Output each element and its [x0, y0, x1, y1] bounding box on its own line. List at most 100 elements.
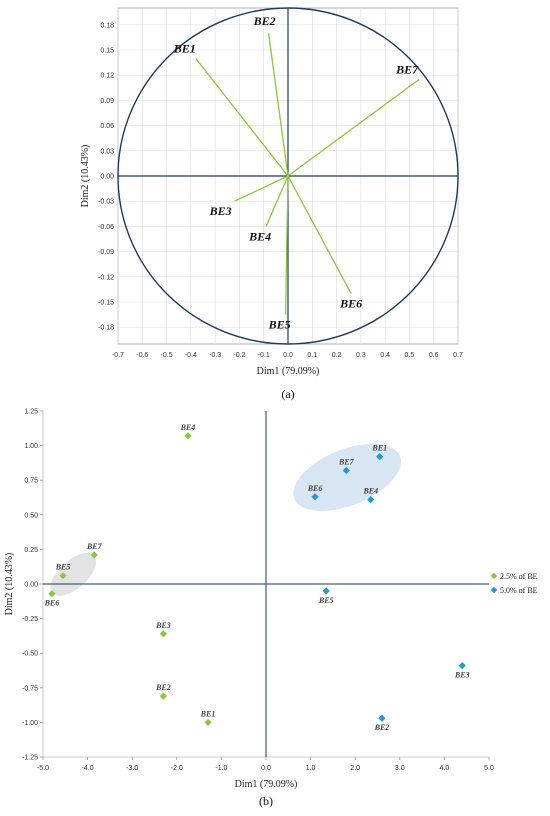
panel-b-x-tick-label: 3.0 [395, 765, 405, 772]
panel-a-x-tick-label: 0.7 [453, 352, 463, 359]
data-point-label: BE5 [55, 563, 71, 572]
panel-a-x-tick-label: 0.1 [307, 352, 317, 359]
panel-b-y-tick-label: -1.00 [22, 720, 38, 727]
panel-b-points: BE4 BE7 BE5 BE6 BE3 BE2 BE1 BE1 BE7 BE6 BE4 BE5 BE3 B… [44, 423, 470, 732]
group-ellipse-2-5-percent [50, 552, 97, 596]
panel-b-y-tick-label: 0.75 [24, 478, 38, 485]
data-point-5-0 [378, 714, 386, 722]
panel-a-y-tick-label: -0.18 [98, 325, 114, 332]
loading-vector-label: BE5 [268, 318, 291, 332]
panel-a-x-tick-label: -0.1 [258, 352, 270, 359]
data-point-label: BE6 [307, 484, 323, 493]
panel-a-y-axis-label: Dim2 (10.43%) [80, 145, 91, 208]
panel-a-x-tick-label: 0.2 [332, 352, 342, 359]
panel-a-y-tick-label: -0.12 [98, 274, 114, 281]
legend-label: 5.0% of BE [500, 586, 538, 595]
panel-b-x-axis-label: Dim1 (79.09%) [235, 779, 298, 790]
panel-b-x-tick-label: 0.0 [261, 765, 271, 772]
data-point-label: BE4 [362, 487, 378, 496]
data-point-2-5 [48, 590, 56, 598]
data-point-5-0 [311, 493, 319, 501]
panel-a-y-tick-label: 0.00 [100, 174, 114, 181]
panel-b-y-tick-label: -1.25 [22, 755, 38, 762]
panel-b-y-tick-label: -0.50 [22, 651, 38, 658]
data-point-2-5 [184, 432, 192, 440]
data-point-2-5 [59, 572, 67, 580]
loading-vector-label: BE3 [209, 204, 232, 218]
panel-a-y-tick-label: 0.03 [100, 148, 114, 155]
panel-a-x-tick-label: -0.5 [161, 352, 173, 359]
panel-b-y-tick-label: 1.25 [24, 409, 38, 416]
loading-vector [195, 57, 289, 177]
data-point-2-5 [159, 692, 168, 700]
data-point-label: BE4 [180, 423, 196, 432]
data-point-5-0 [322, 587, 330, 595]
panel-b-x-tick-label: 5.0 [484, 765, 494, 772]
data-point-label: BE6 [44, 599, 60, 608]
loading-vector [265, 175, 289, 227]
panel-b-x-tick-label: 1.0 [306, 765, 316, 772]
panel-a-x-tick-label: 0.3 [356, 352, 366, 359]
panel-a-y-tick-label: 0.12 [100, 73, 114, 80]
panel-a-x-tick-label: -0.4 [185, 352, 197, 359]
panel-a-y-tick-label: 0.18 [100, 22, 114, 29]
data-point-label: BE3 [155, 621, 171, 630]
data-point-5-0 [367, 495, 375, 504]
panel-b-group-ellipses [50, 443, 402, 596]
panel-a-y-tick-label: 0.06 [100, 123, 114, 130]
loading-vector [284, 175, 289, 315]
panel-a-x-tick-label: 0.5 [405, 352, 415, 359]
data-point-5-0 [458, 662, 466, 670]
data-point-label: BE3 [454, 671, 470, 680]
panel-a-y-tick-label: -0.03 [98, 199, 114, 206]
panel-b-y-tick-label: -0.25 [22, 616, 38, 623]
panel-b-tick-labels: -5.0 -4.0 -3.0 -2.0 -1.0 0.0 1.0 2.0 3.0 4.0 5.0 1.… [22, 409, 494, 773]
panel-a-y-tick-label: -0.06 [98, 224, 114, 231]
legend-label: 2.5% of BE [500, 572, 538, 581]
group-ellipse-5-percent [293, 443, 402, 512]
data-point-label: BE1 [200, 709, 216, 718]
panel-b-caption: (b) [259, 794, 273, 808]
panel-b-y-axis-label: Dim2 (10.43%) [4, 553, 15, 616]
data-point-label: BE2 [374, 723, 390, 732]
panel-b-scores-plot: BE4 BE7 BE5 BE6 BE3 BE2 BE1 BE1 BE7 BE6 BE4 BE5 BE3 B… [4, 409, 538, 809]
loading-vector-label: BE1 [173, 41, 196, 55]
data-point-label: BE5 [318, 596, 334, 605]
panel-a-y-tick-label: 0.09 [100, 98, 114, 105]
data-point-label: BE7 [86, 542, 103, 551]
loading-vector-label: BE7 [395, 62, 419, 76]
panel-a-x-tick-label: 0.6 [429, 352, 439, 359]
loading-vector [287, 78, 420, 177]
panel-a-x-tick-label: -0.6 [136, 352, 148, 359]
data-point-5-0 [342, 466, 350, 475]
panel-b-legend: 2.5% of BE 5.0% of BE [490, 572, 538, 595]
panel-b-y-tick-label: 1.00 [24, 443, 38, 450]
panel-b-x-tick-label: -3.0 [126, 765, 138, 772]
panel-a-x-tick-label: 0.4 [380, 352, 390, 359]
panel-b-x-tick-label: -2.0 [171, 765, 183, 772]
data-point-2-5 [159, 630, 168, 638]
panel-b-x-tick-label: -1.0 [215, 765, 227, 772]
panel-b-axes [40, 410, 490, 760]
legend-marker [490, 586, 498, 594]
panel-b-y-tick-label: -0.75 [22, 685, 38, 692]
panel-a-x-axis-label: Dim1 (79.09%) [257, 366, 320, 377]
loading-vector-label: BE4 [248, 229, 271, 243]
panel-b-y-tick-label: 0.50 [24, 512, 38, 519]
loading-vector [234, 175, 289, 202]
data-point-2-5 [90, 551, 98, 559]
panel-a-x-tick-label: -0.7 [112, 352, 124, 359]
panel-a-vectors: BE1 BE2 BE7 BE3 BE4 BE5 BE6 [173, 14, 420, 332]
panel-a-y-tick-label: -0.15 [98, 300, 114, 307]
loading-vector [287, 175, 352, 294]
loading-vector-label: BE6 [339, 297, 362, 311]
panel-a-x-tick-label: 0.0 [283, 352, 293, 359]
data-point-2-5 [204, 718, 212, 726]
panel-b-x-tick-label: -4.0 [82, 765, 94, 772]
data-point-label: BE2 [155, 683, 171, 692]
panel-b-x-tick-label: -5.0 [37, 765, 49, 772]
panel-a-caption: (a) [281, 387, 294, 401]
panel-a-tick-labels: -0.7 -0.6 -0.5 -0.4 -0.3 -0.2 -0.1 0.0 0.1 0.2 0.3… [98, 22, 463, 359]
legend-marker [490, 572, 498, 580]
